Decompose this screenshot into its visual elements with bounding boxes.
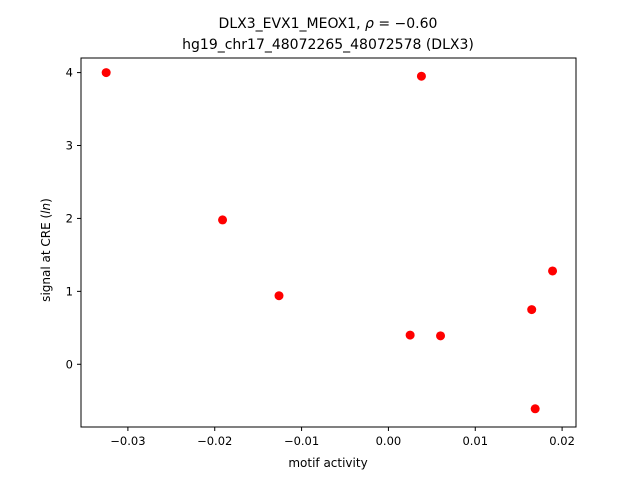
- data-point-2: [218, 215, 228, 225]
- data-point-0: [101, 68, 111, 78]
- title-rho-value: = −0.60: [374, 16, 438, 32]
- x-tick-label-1: −0.02: [197, 434, 232, 448]
- axes-frame: [80, 57, 577, 428]
- data-point-4: [405, 330, 415, 340]
- data-point-6: [527, 305, 537, 315]
- data-point-1: [416, 71, 426, 81]
- data-point-7: [548, 266, 558, 276]
- x-axis-label: motif activity: [288, 456, 367, 470]
- x-tick-label-4: 0.01: [462, 434, 488, 448]
- title-rho-symbol: ρ: [365, 16, 374, 32]
- x-tick-label-5: 0.02: [549, 434, 575, 448]
- data-point-5: [436, 331, 446, 341]
- x-tick-label-3: 0.00: [376, 434, 402, 448]
- chart-title-line1: DLX3_EVX1_MEOX1, ρ = −0.60: [219, 16, 438, 32]
- title-prefix: DLX3_EVX1_MEOX1,: [219, 16, 365, 32]
- chart-title-line2: hg19_chr17_48072265_48072578 (DLX3): [182, 37, 474, 53]
- data-point-8: [530, 404, 540, 414]
- y-tick-label-4: 4: [66, 66, 73, 80]
- y-axis-label-suffix: ): [39, 198, 53, 203]
- y-tick-label-1: 1: [66, 284, 73, 298]
- x-tick-label-2: −0.01: [284, 434, 319, 448]
- y-tick-label-0: 0: [66, 357, 73, 371]
- x-axis-ticks: −0.03 −0.02 −0.01 0.00 0.01 0.02: [110, 427, 575, 448]
- y-tick-label-2: 2: [66, 211, 73, 225]
- y-axis-label-italic: ln: [39, 203, 53, 214]
- y-axis-label-prefix: signal at CRE (: [39, 214, 53, 302]
- y-axis-ticks: 0 1 2 3 4: [66, 66, 81, 371]
- data-point-3: [274, 291, 284, 301]
- data-points: [101, 68, 558, 414]
- y-axis-label: signal at CRE (ln): [39, 198, 53, 302]
- x-tick-label-0: −0.03: [110, 434, 145, 448]
- y-tick-label-3: 3: [66, 139, 73, 153]
